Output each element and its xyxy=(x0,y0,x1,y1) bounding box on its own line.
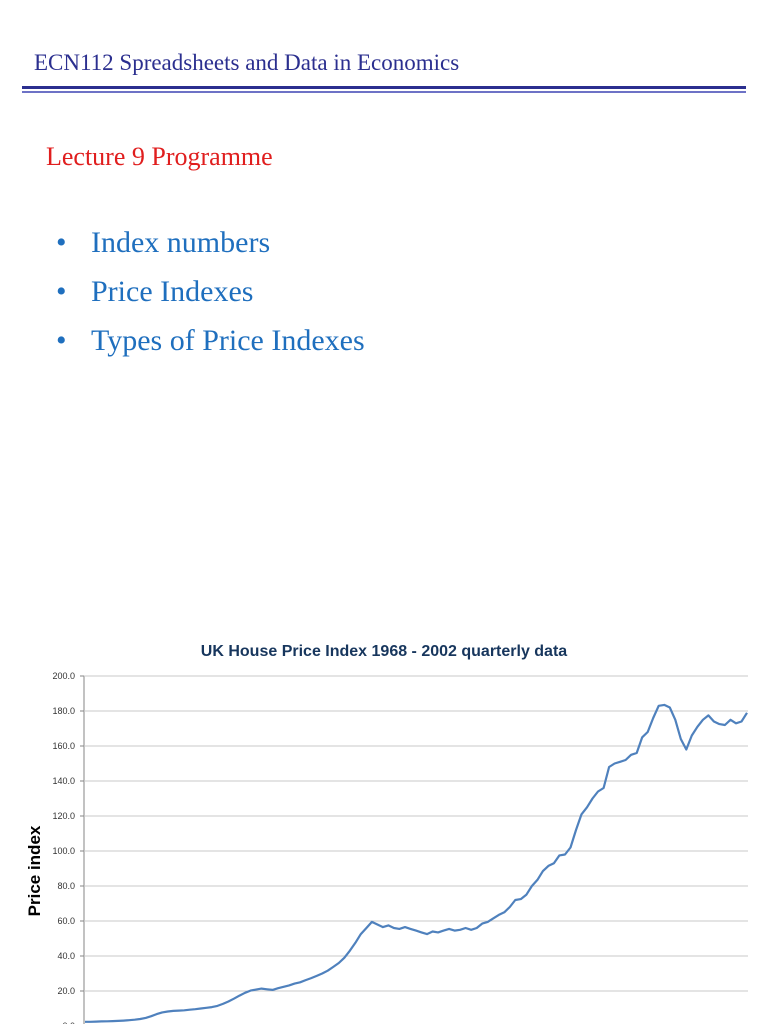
lecture-heading: Lecture 9 Programme xyxy=(46,142,273,171)
bullet-icon: • xyxy=(56,275,67,308)
gridlines xyxy=(83,675,748,1024)
y-tick-label: 180.0 xyxy=(52,706,75,716)
list-item-text: Types of Price Indexes xyxy=(91,324,365,357)
y-tick-label: 60.0 xyxy=(57,916,75,926)
series-layer xyxy=(85,703,748,1023)
y-tick-label: 100.0 xyxy=(52,846,75,856)
list-item-text: Index numbers xyxy=(91,226,271,259)
house-price-chart: UK House Price Index 1968 - 2002 quarter… xyxy=(0,620,768,1024)
y-tick-label: 120.0 xyxy=(52,811,75,821)
chart-canvas: UK House Price Index 1968 - 2002 quarter… xyxy=(25,643,748,1024)
header-rule-thin xyxy=(22,91,746,93)
programme-list: • Index numbers • Price Indexes • Types of … xyxy=(56,226,365,373)
y-tick-label: 140.0 xyxy=(52,776,75,786)
y-tick-label: 0.0 xyxy=(62,1021,75,1024)
y-tick-label: 200.0 xyxy=(52,671,75,681)
course-title: ECN112 Spreadsheets and Data in Economic… xyxy=(34,50,460,75)
chart-title: UK House Price Index 1968 - 2002 quarter… xyxy=(201,643,567,660)
y-tick-label: 20.0 xyxy=(57,986,75,996)
list-item: • Price Indexes xyxy=(56,275,365,324)
y-axis-label: Price index xyxy=(25,825,44,916)
list-item: • Types of Price Indexes xyxy=(56,324,365,373)
list-item: • Index numbers xyxy=(56,226,365,275)
series-line xyxy=(85,703,748,1023)
y-tick-label: 80.0 xyxy=(57,881,75,891)
list-item-text: Price Indexes xyxy=(91,275,254,308)
y-tick-label: 160.0 xyxy=(52,741,75,751)
y-tick-label: 40.0 xyxy=(57,951,75,961)
header-rule-thick xyxy=(22,86,746,89)
y-axis-ticks: 0.0 20.0 40.0 60.0 80.0 100.0 120.0 140.0 160.0 1… xyxy=(52,671,84,1024)
bullet-icon: • xyxy=(56,324,67,357)
bullet-icon: • xyxy=(56,226,67,259)
